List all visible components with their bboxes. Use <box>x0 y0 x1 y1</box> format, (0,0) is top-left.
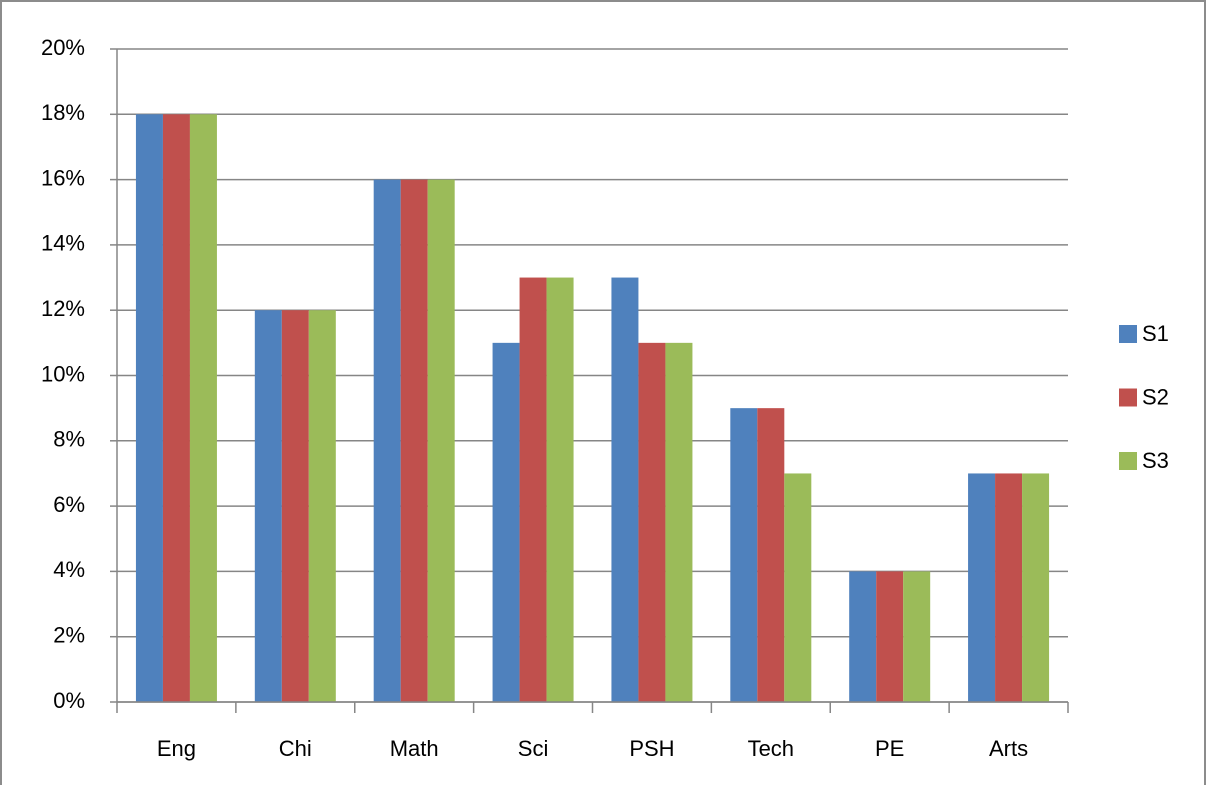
bar <box>757 408 785 702</box>
bar <box>281 310 309 702</box>
bar <box>638 342 666 702</box>
legend-swatch <box>1119 452 1137 470</box>
bar <box>730 408 758 702</box>
bar <box>995 473 1023 702</box>
y-tick-label: 14% <box>41 231 85 256</box>
legend-label: S2 <box>1142 384 1169 409</box>
bar <box>189 114 217 703</box>
bar <box>784 473 812 702</box>
legend-swatch <box>1119 325 1137 343</box>
x-tick-label: Chi <box>279 736 312 761</box>
y-tick-label: 8% <box>53 427 85 452</box>
y-tick-label: 12% <box>41 296 85 321</box>
legend-label: S3 <box>1142 448 1169 473</box>
bar <box>519 277 547 702</box>
bar <box>308 310 336 702</box>
bar <box>546 277 574 702</box>
y-tick-label: 2% <box>53 623 85 648</box>
bar <box>162 114 190 703</box>
x-tick-label: Math <box>390 736 439 761</box>
bar <box>611 277 639 702</box>
bar <box>903 571 931 702</box>
bar <box>135 114 163 703</box>
bar <box>400 179 428 703</box>
bar <box>876 571 904 702</box>
y-tick-label: 4% <box>53 557 85 582</box>
bar <box>1022 473 1050 702</box>
y-tick-label: 20% <box>41 35 85 60</box>
bar <box>968 473 996 702</box>
bar <box>492 342 520 702</box>
y-tick-label: 18% <box>41 100 85 125</box>
y-tick-label: 10% <box>41 361 85 386</box>
x-tick-label: Eng <box>157 736 196 761</box>
legend-swatch <box>1119 388 1137 407</box>
bar <box>373 179 401 703</box>
bar <box>427 179 455 703</box>
y-tick-label: 0% <box>53 688 85 713</box>
x-tick-label: PSH <box>629 736 674 761</box>
x-tick-label: Tech <box>748 736 794 761</box>
x-tick-label: Sci <box>518 736 549 761</box>
x-tick-label: Arts <box>989 736 1028 761</box>
legend-label: S1 <box>1142 321 1169 346</box>
y-tick-label: 6% <box>53 492 85 517</box>
y-tick-label: 16% <box>41 165 85 190</box>
bar <box>665 342 693 702</box>
bar <box>254 310 282 702</box>
x-tick-label: PE <box>875 736 904 761</box>
bar <box>849 571 877 702</box>
